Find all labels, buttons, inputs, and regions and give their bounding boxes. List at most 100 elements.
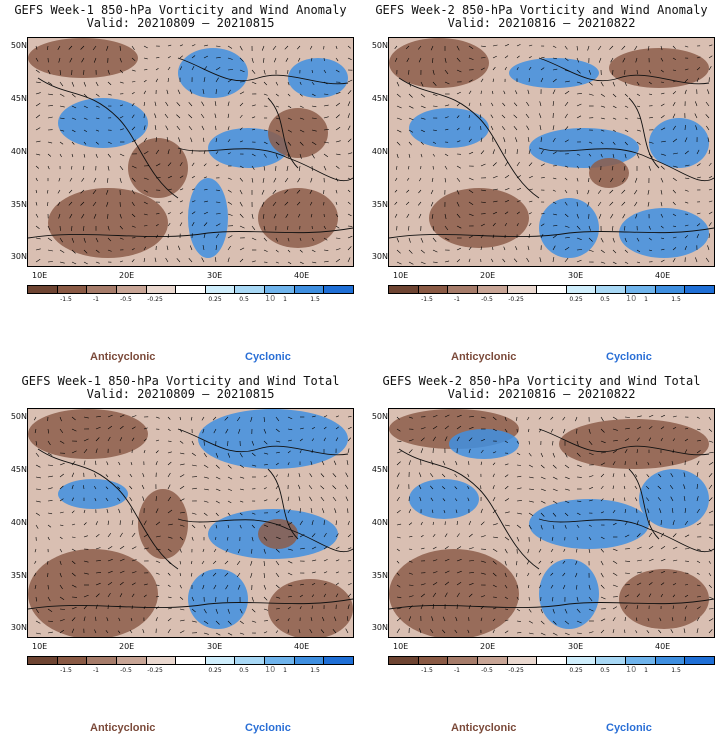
wind-vector — [215, 189, 220, 191]
wind-vector — [59, 105, 65, 108]
wind-vector — [215, 245, 217, 251]
colorbar-swatch — [57, 286, 88, 293]
wind-vector — [35, 259, 41, 263]
wind-vector — [335, 114, 340, 119]
wind-vector — [432, 165, 434, 170]
wind-vector — [83, 261, 88, 265]
wind-vector — [95, 560, 101, 562]
wind-vector — [215, 524, 218, 529]
wind-vector — [71, 510, 75, 514]
wind-vector — [456, 140, 461, 143]
colorbar-swatch — [146, 286, 177, 293]
wind-vector — [155, 560, 161, 563]
wind-vector — [143, 79, 147, 83]
wind-vector — [311, 438, 315, 442]
wind-vector — [504, 149, 506, 155]
wind-vector — [215, 476, 221, 480]
lat-label: 35N — [10, 200, 27, 209]
wind-vector — [239, 225, 245, 229]
wind-vector — [600, 584, 605, 589]
wind-vector — [660, 545, 666, 550]
wind-vector — [396, 472, 400, 478]
panel-title: GEFS Week-1 850-hPa Vorticity and Wind T… — [21, 374, 340, 388]
wind-vector — [696, 548, 701, 551]
wind-vector — [576, 201, 578, 207]
wind-vector — [576, 213, 579, 219]
wind-vector — [178, 137, 181, 143]
wind-vector — [47, 261, 53, 263]
wind-vector — [695, 257, 698, 263]
wind-vector — [492, 234, 495, 239]
vorticity-map — [27, 37, 354, 267]
wind-vector — [47, 93, 53, 96]
wind-vector — [504, 630, 509, 634]
wind-vector — [347, 560, 352, 562]
wind-vector — [275, 141, 280, 146]
wind-vector — [35, 153, 41, 156]
wind-vector — [636, 520, 639, 526]
wind-vector — [648, 593, 652, 598]
wind-vector — [35, 81, 41, 83]
wind-vector — [95, 604, 98, 610]
wind-vector — [251, 260, 256, 263]
wind-vector — [516, 524, 522, 529]
wind-vector — [347, 547, 352, 550]
wind-vector — [636, 533, 641, 538]
wind-vector — [624, 534, 630, 538]
wind-vector — [131, 92, 135, 95]
wind-vector — [492, 523, 498, 526]
wind-vector — [119, 165, 124, 171]
lon-label: 40E — [294, 642, 310, 651]
wind-vector — [34, 428, 37, 434]
wind-vector — [203, 452, 207, 458]
wind-vector — [636, 426, 642, 430]
wind-vector — [47, 249, 53, 252]
wind-vector — [645, 485, 650, 490]
wind-vector — [516, 55, 520, 59]
wind-vector — [408, 439, 414, 442]
wind-vector — [492, 509, 497, 514]
wind-vector — [684, 428, 689, 430]
wind-vector — [272, 201, 277, 206]
wind-vector — [239, 140, 243, 143]
wind-vector — [647, 508, 650, 514]
wind-vector — [95, 582, 101, 586]
wind-vector — [516, 149, 518, 155]
wind-vector — [287, 473, 289, 478]
wind-vector — [298, 629, 301, 634]
wind-vector — [143, 45, 148, 49]
wind-vector — [80, 201, 85, 206]
wind-vector — [432, 69, 435, 75]
wind-vector — [332, 629, 337, 634]
lat-label: 50N — [10, 412, 27, 421]
wind-vector — [480, 449, 484, 454]
wind-vector — [167, 607, 172, 610]
wind-vector — [117, 497, 121, 502]
wind-vector — [492, 44, 498, 47]
wind-vector — [239, 247, 245, 251]
wind-vector — [323, 260, 329, 263]
wind-vector — [552, 201, 557, 204]
wind-vector — [430, 201, 434, 207]
coastline — [538, 57, 710, 85]
wind-vector — [323, 249, 329, 251]
wind-vector — [419, 177, 422, 182]
wind-vector — [227, 45, 233, 49]
wind-vector — [707, 245, 710, 251]
wind-vector — [672, 225, 677, 227]
wind-vector — [528, 596, 530, 601]
wind-vector — [347, 152, 353, 155]
wind-vector — [71, 461, 76, 466]
wind-vector — [34, 416, 37, 421]
wind-vector — [609, 189, 614, 194]
wind-vector — [528, 632, 534, 635]
wind-vector — [323, 69, 327, 74]
wind-vector — [347, 79, 353, 83]
wind-vector — [480, 595, 486, 598]
wind-vector — [106, 617, 109, 622]
wind-vector — [179, 630, 185, 634]
wind-vector — [237, 548, 241, 554]
wind-vector — [432, 261, 438, 263]
wind-vector — [203, 440, 205, 446]
coastline — [177, 518, 353, 553]
